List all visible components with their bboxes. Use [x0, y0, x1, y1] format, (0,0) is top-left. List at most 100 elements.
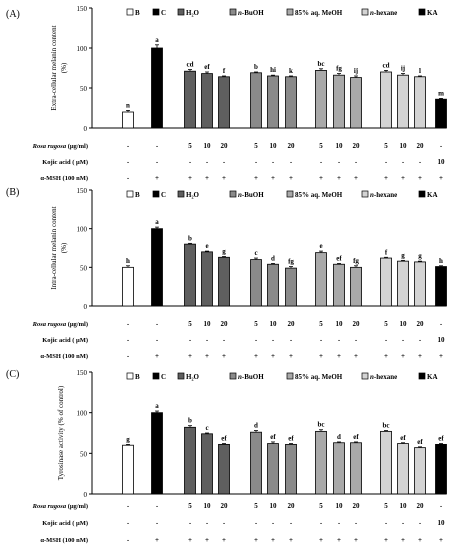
legend-swatch-n-hexane: [361, 8, 369, 16]
y-axis-label: Intra-cellular melanin content: [50, 206, 58, 289]
bar-n-buoh-5: [250, 72, 262, 129]
bar-h-o-20: [218, 76, 230, 129]
significance-letter: c: [205, 424, 208, 432]
row-cell: +: [337, 174, 341, 182]
row-cell: -: [223, 519, 226, 527]
significance-letter: d: [271, 254, 275, 262]
row-cell: 10: [400, 320, 408, 328]
significance-letter: ef: [438, 435, 444, 443]
y-tick-label: 150: [77, 369, 88, 377]
row-cell: -: [156, 142, 159, 150]
row-cell: -: [272, 336, 275, 344]
row-cell: +: [271, 352, 275, 360]
row-label: Kojic acid ( μM): [42, 520, 88, 527]
row-cell: +: [205, 536, 209, 544]
row-cell: +: [439, 174, 443, 182]
legend-label-n-buoh: n-BuOH: [238, 191, 264, 199]
bar-h-o-20: [218, 443, 230, 495]
row-cell: +: [254, 536, 258, 544]
significance-letter: g: [222, 248, 226, 256]
significance-letter: fg: [336, 65, 342, 73]
bar-n-buoh-20: [285, 76, 297, 129]
chart-panel-3: (C) 0 50 100 150 Tyrosinase activity (% of co…: [6, 369, 447, 544]
bar-b: [122, 111, 134, 129]
legend-label-ka: KA: [427, 9, 438, 17]
row-cell: 20: [417, 320, 425, 328]
row-cell: +: [254, 352, 258, 360]
bar-85-aq-meoh-20: [350, 77, 362, 129]
significance-letter: ef: [353, 433, 359, 441]
bar-ka: [435, 98, 447, 129]
legend-label-h-o: H₂O: [186, 191, 200, 199]
row-cell: -: [127, 174, 130, 182]
row-cell: +: [205, 352, 209, 360]
legend-label-c: C: [161, 191, 166, 199]
row-cell: 10: [204, 502, 212, 510]
row-cell: 20: [353, 142, 361, 150]
bar-n-buoh-5: [250, 431, 262, 495]
row-cell: -: [127, 336, 130, 344]
bar-n-buoh-5: [250, 259, 262, 307]
row-cell: +: [337, 352, 341, 360]
legend-swatch-b: [126, 8, 134, 16]
y-tick-label: 100: [77, 410, 88, 418]
row-cell: 5: [188, 142, 192, 150]
legend-label-85-aq-meoh: 85% aq. MeOH: [295, 9, 343, 17]
legend-swatch-c: [152, 8, 160, 16]
row-cell: -: [127, 519, 130, 527]
row-cell: -: [206, 519, 209, 527]
legend-swatch-n-hexane: [361, 190, 369, 198]
significance-letter: g: [126, 435, 130, 443]
row-cell: 5: [254, 320, 258, 328]
significance-letter: c: [254, 249, 257, 257]
significance-letter: g: [401, 251, 405, 259]
row-cell: 10: [400, 502, 408, 510]
significance-letter: fg: [353, 257, 359, 265]
y-axis-label: Tyrosinase activity (% of control): [57, 385, 65, 480]
significance-letter: h: [439, 257, 443, 265]
row-label: α-MSH (100 nM): [40, 175, 88, 182]
row-cell: 5: [254, 142, 258, 150]
row-cell: -: [320, 519, 323, 527]
bar-85-aq-meoh-20: [350, 442, 362, 495]
significance-letter: b: [254, 63, 258, 71]
row-cell: 10: [438, 158, 446, 166]
row-cell: +: [418, 352, 422, 360]
row-cell: 20: [353, 320, 361, 328]
row-cell: +: [384, 536, 388, 544]
significance-letter: ef: [221, 435, 227, 443]
significance-letter: ef: [417, 438, 423, 446]
legend-label-b: B: [135, 191, 140, 199]
legend-swatch-h-o: [177, 372, 185, 380]
row-cell: +: [188, 174, 192, 182]
bar-85-aq-meoh-5: [315, 252, 327, 307]
row-cell: -: [156, 519, 159, 527]
bar-n-buoh-10: [267, 75, 279, 129]
bar-n-hexane-20: [414, 447, 426, 495]
row-cell: +: [222, 352, 226, 360]
row-cell: 10: [204, 142, 212, 150]
y-tick-label: 50: [80, 85, 88, 93]
row-cell: +: [205, 174, 209, 182]
row-cell: -: [206, 336, 209, 344]
row-label: Rosa rugosa (μg/ml): [32, 143, 88, 150]
row-cell: +: [289, 352, 293, 360]
y-tick-label: 150: [77, 5, 88, 13]
legend-label-b: B: [135, 373, 140, 381]
row-label: α-MSH (100 nM): [40, 537, 88, 544]
bar-85-aq-meoh-10: [333, 74, 345, 129]
bar-ka: [435, 443, 447, 495]
bar-85-aq-meoh-10: [333, 442, 345, 495]
row-cell: 10: [438, 519, 446, 527]
row-cell: -: [385, 519, 388, 527]
row-cell: +: [319, 352, 323, 360]
y-axis-label: Extra-cellular melanin content: [50, 25, 58, 110]
chart-panel-2: (B) 0 50 100 150 Intra-cellular melanin conte…: [6, 187, 447, 360]
legend-swatch-85-aq-meoh: [286, 372, 294, 380]
significance-letter: d: [254, 422, 258, 430]
legend-swatch-h-o: [177, 8, 185, 16]
row-cell: -: [189, 158, 192, 166]
significance-letter: ef: [336, 254, 342, 262]
row-cell: -: [419, 336, 422, 344]
row-cell: 5: [384, 142, 388, 150]
